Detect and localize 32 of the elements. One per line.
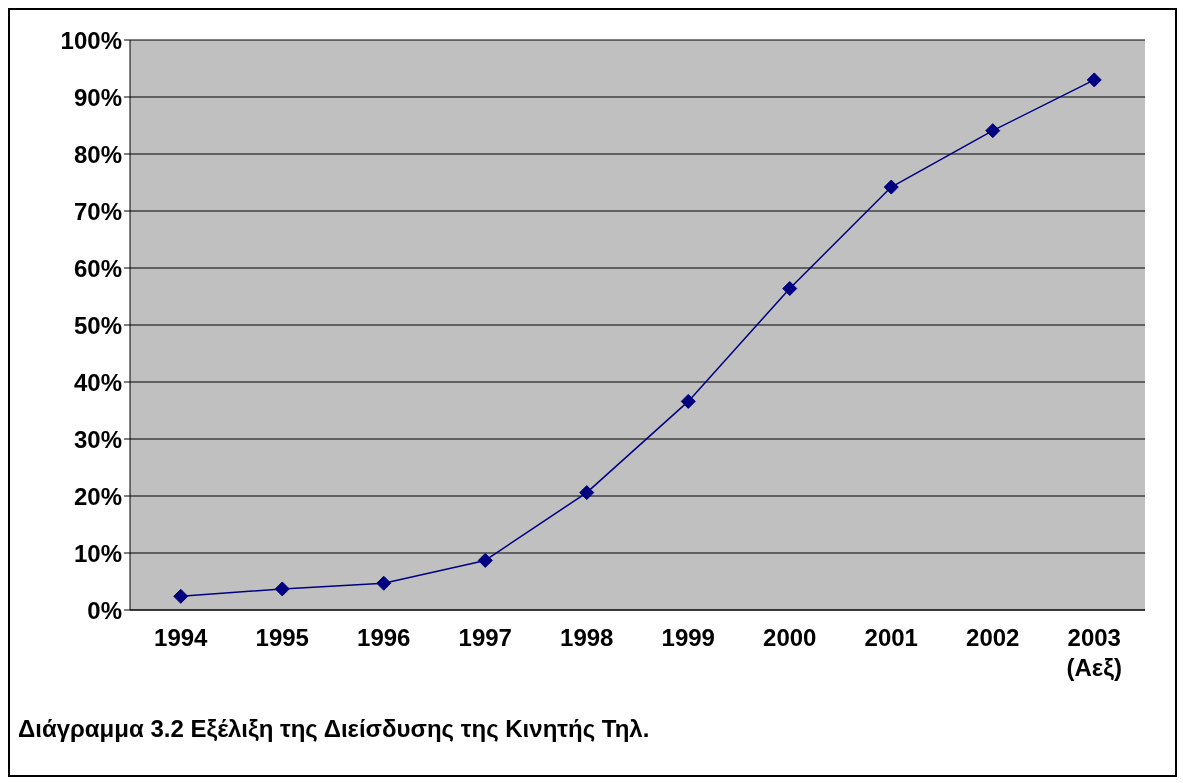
point <box>173 588 189 604</box>
x-tick-label: 2002 <box>966 624 1020 651</box>
x-tick-label: 1995 <box>255 624 309 651</box>
y-tick-label: 100% <box>60 26 122 54</box>
y-tick-label: 0% <box>87 596 122 624</box>
point <box>782 281 798 297</box>
y-tick-label: 60% <box>73 254 122 282</box>
x-tick-label: 2001 <box>864 624 918 651</box>
text: Διάγραμμα 3.2 Εξέλιξη της Διείσδυσης της Κινητής Τηλ. <box>18 715 650 743</box>
x-tick-label: 1994 <box>154 624 209 651</box>
y-tick-label: 90% <box>73 83 122 111</box>
y-tick-label: 50% <box>73 311 122 339</box>
point <box>579 485 595 501</box>
point <box>883 179 899 195</box>
x-tick-label: 1996 <box>357 624 411 651</box>
x-tick-label: 1999 <box>661 624 715 651</box>
x-tick-label: 2003 (Αεξ) <box>1066 624 1122 681</box>
point <box>477 552 493 568</box>
point <box>985 123 1001 139</box>
x-tick-label: 1998 <box>560 624 614 651</box>
y-tick-label: 20% <box>73 482 122 510</box>
y-tick-label: 30% <box>73 425 122 453</box>
point <box>274 581 290 597</box>
x-tick-label: 1997 <box>458 624 512 651</box>
y-tick-label: 40% <box>73 368 122 396</box>
y-tick-label: 70% <box>73 197 122 225</box>
point <box>1086 72 1102 88</box>
y-tick-label: 80% <box>73 140 122 168</box>
point <box>376 575 392 591</box>
point <box>680 393 696 409</box>
y-tick-label: 10% <box>73 539 122 567</box>
x-tick-label: 2000 <box>763 624 817 651</box>
